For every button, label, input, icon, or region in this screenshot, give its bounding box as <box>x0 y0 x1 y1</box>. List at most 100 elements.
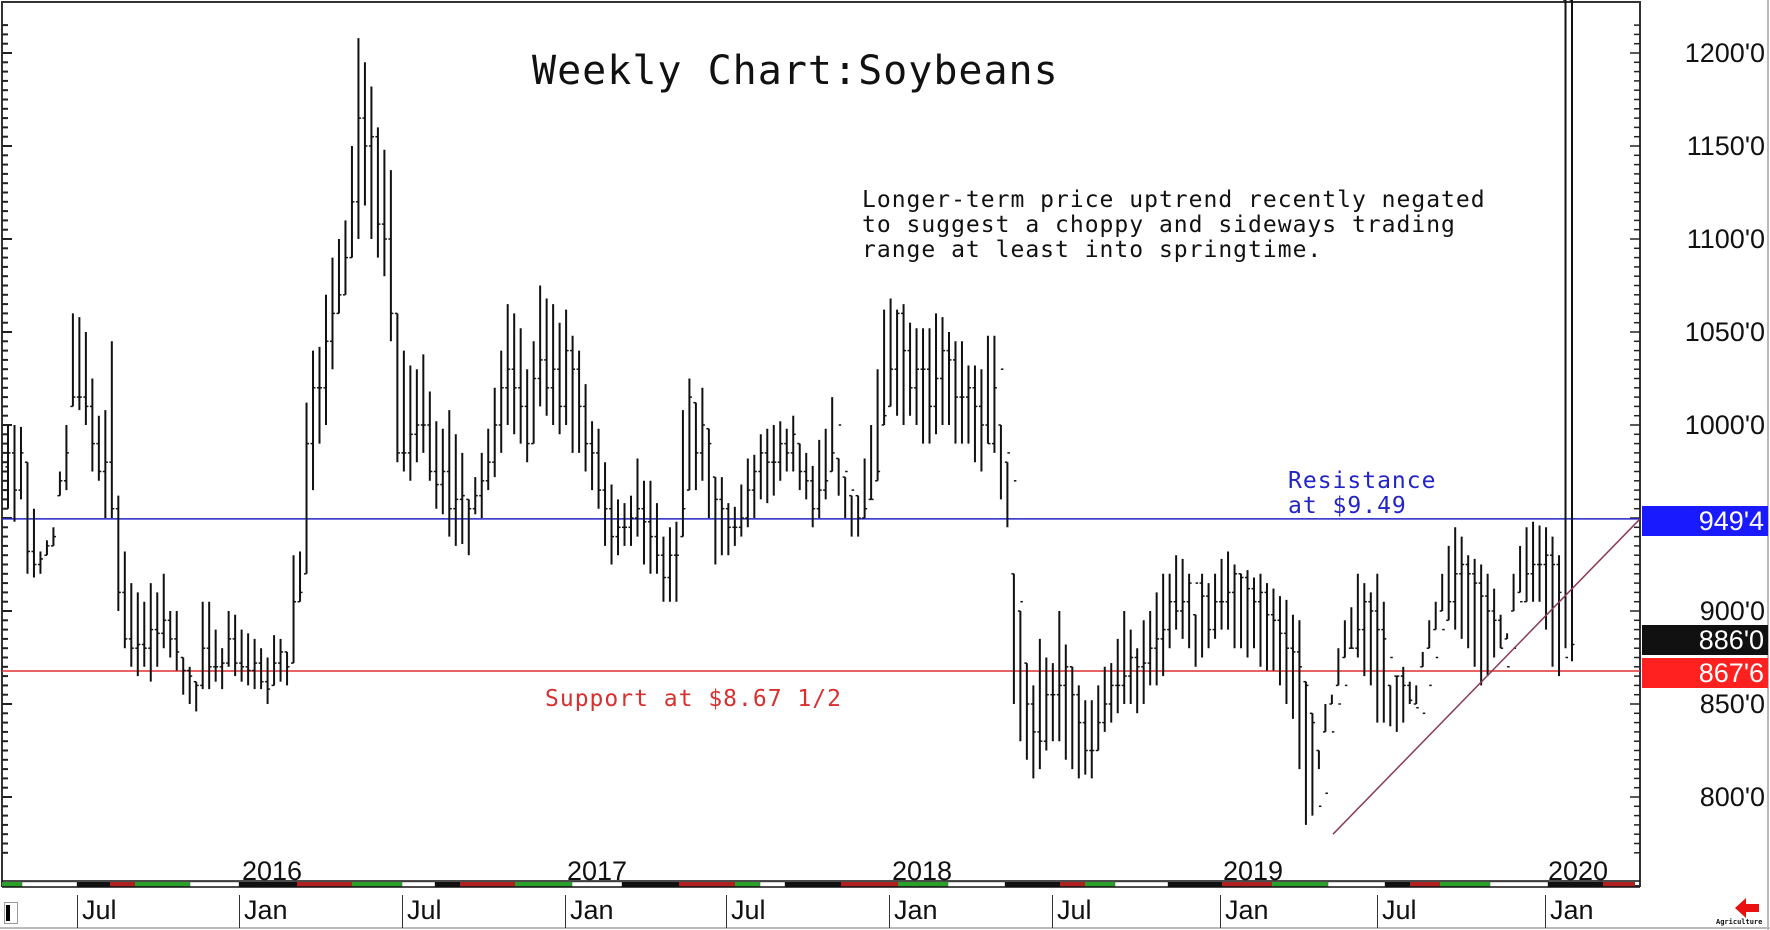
price-bar <box>1043 657 1049 751</box>
price-bar <box>213 629 219 682</box>
price-bar <box>777 421 783 481</box>
price-bar <box>414 369 420 463</box>
price-bar <box>232 614 238 677</box>
scroll-position-indicator[interactable] <box>4 902 18 924</box>
price-bar <box>1193 582 1199 667</box>
price-bar <box>1459 536 1465 639</box>
price-bar <box>557 322 563 435</box>
price-bar <box>531 341 537 445</box>
price-bar <box>349 146 355 259</box>
price-bar <box>570 335 576 453</box>
price-bar <box>725 503 731 556</box>
price-bar <box>200 601 206 690</box>
price-bar <box>1108 663 1114 723</box>
price-bar <box>589 421 595 491</box>
price-bar <box>161 573 167 649</box>
price-bar <box>336 239 342 315</box>
price-bar <box>407 365 413 481</box>
price-bar <box>1024 662 1030 760</box>
price-bar <box>1264 583 1270 671</box>
price-bar <box>1270 588 1276 671</box>
time-strip-segment <box>735 882 760 887</box>
price-bar <box>849 489 855 537</box>
price-bar <box>57 471 63 497</box>
price-bar <box>1017 600 1023 742</box>
price-bar <box>732 506 738 546</box>
price-bar <box>278 638 284 682</box>
price-bar <box>615 499 621 556</box>
price-bar <box>1037 638 1043 770</box>
price-bar <box>1556 555 1562 677</box>
price-bar <box>1095 685 1101 752</box>
price-bar <box>647 480 653 574</box>
year-label-2020: 2020 <box>1548 856 1609 886</box>
time-strip-segment <box>1548 882 1603 887</box>
price-bar <box>323 294 329 425</box>
price-bar <box>829 397 835 473</box>
price-bar <box>1076 685 1082 779</box>
price-bar <box>1128 629 1134 704</box>
price-bar <box>317 346 323 444</box>
y-tick-1150: 1150'0 <box>1686 131 1765 161</box>
price-bar <box>1232 564 1238 649</box>
price-bar <box>583 384 589 472</box>
year-label-2016: 2016 <box>242 856 303 886</box>
price-bar <box>991 335 997 453</box>
price-bar <box>76 317 82 411</box>
price-bar <box>1394 675 1400 732</box>
time-strip-segment <box>1168 882 1222 887</box>
price-bar <box>1446 545 1452 622</box>
price-bar <box>686 378 692 491</box>
price-bar <box>5 425 11 509</box>
price-bar <box>1277 596 1283 686</box>
price-bar <box>122 551 128 649</box>
price-bar <box>1173 555 1179 630</box>
time-strip-segment <box>515 882 572 887</box>
price-bar <box>1322 704 1328 795</box>
price-bar <box>355 38 361 239</box>
price-bar <box>271 635 277 687</box>
price-bar <box>187 666 193 704</box>
price-bar <box>1348 607 1354 649</box>
price-bar <box>641 480 647 565</box>
price-bar <box>1420 651 1426 715</box>
price-bar <box>180 656 186 695</box>
price-bar <box>154 592 160 667</box>
price-bar <box>1355 573 1361 658</box>
price-bar <box>459 452 465 545</box>
price-bar <box>1186 573 1192 649</box>
price-bar <box>284 651 290 686</box>
time-strip-segment <box>898 882 948 887</box>
price-bar <box>1296 620 1302 770</box>
price-bar <box>1543 527 1549 630</box>
price-bar <box>875 369 881 482</box>
price-bar <box>1082 700 1088 775</box>
price-bar <box>1050 663 1056 742</box>
price-bar <box>1238 573 1244 649</box>
price-bar <box>1219 558 1225 630</box>
price-bar <box>167 611 173 658</box>
price-bar <box>699 387 705 481</box>
price-bar <box>927 328 933 444</box>
red-arrow-left-icon[interactable] <box>1735 898 1759 918</box>
price-bar <box>148 583 154 682</box>
price-bar <box>310 350 316 491</box>
price-bar <box>265 657 271 704</box>
chart-title: Weekly Chart:Soybeans <box>532 48 1059 94</box>
price-bar <box>329 257 335 370</box>
time-strip-segment <box>622 882 679 887</box>
price-bar <box>1257 573 1263 667</box>
price-bar <box>1342 620 1348 687</box>
time-strip-segment <box>352 882 402 887</box>
price-bar <box>751 454 757 518</box>
price-bar <box>433 421 439 509</box>
price-bar <box>537 285 543 407</box>
price-bar <box>485 428 491 491</box>
price-bar <box>712 476 718 565</box>
month-label-jul-2017: Jul <box>726 895 766 928</box>
y-tick-1050: 1050'0 <box>1684 317 1765 347</box>
price-bar <box>524 369 530 463</box>
price-bar <box>1056 611 1062 742</box>
month-label-jul-2019: Jul <box>1377 895 1417 928</box>
